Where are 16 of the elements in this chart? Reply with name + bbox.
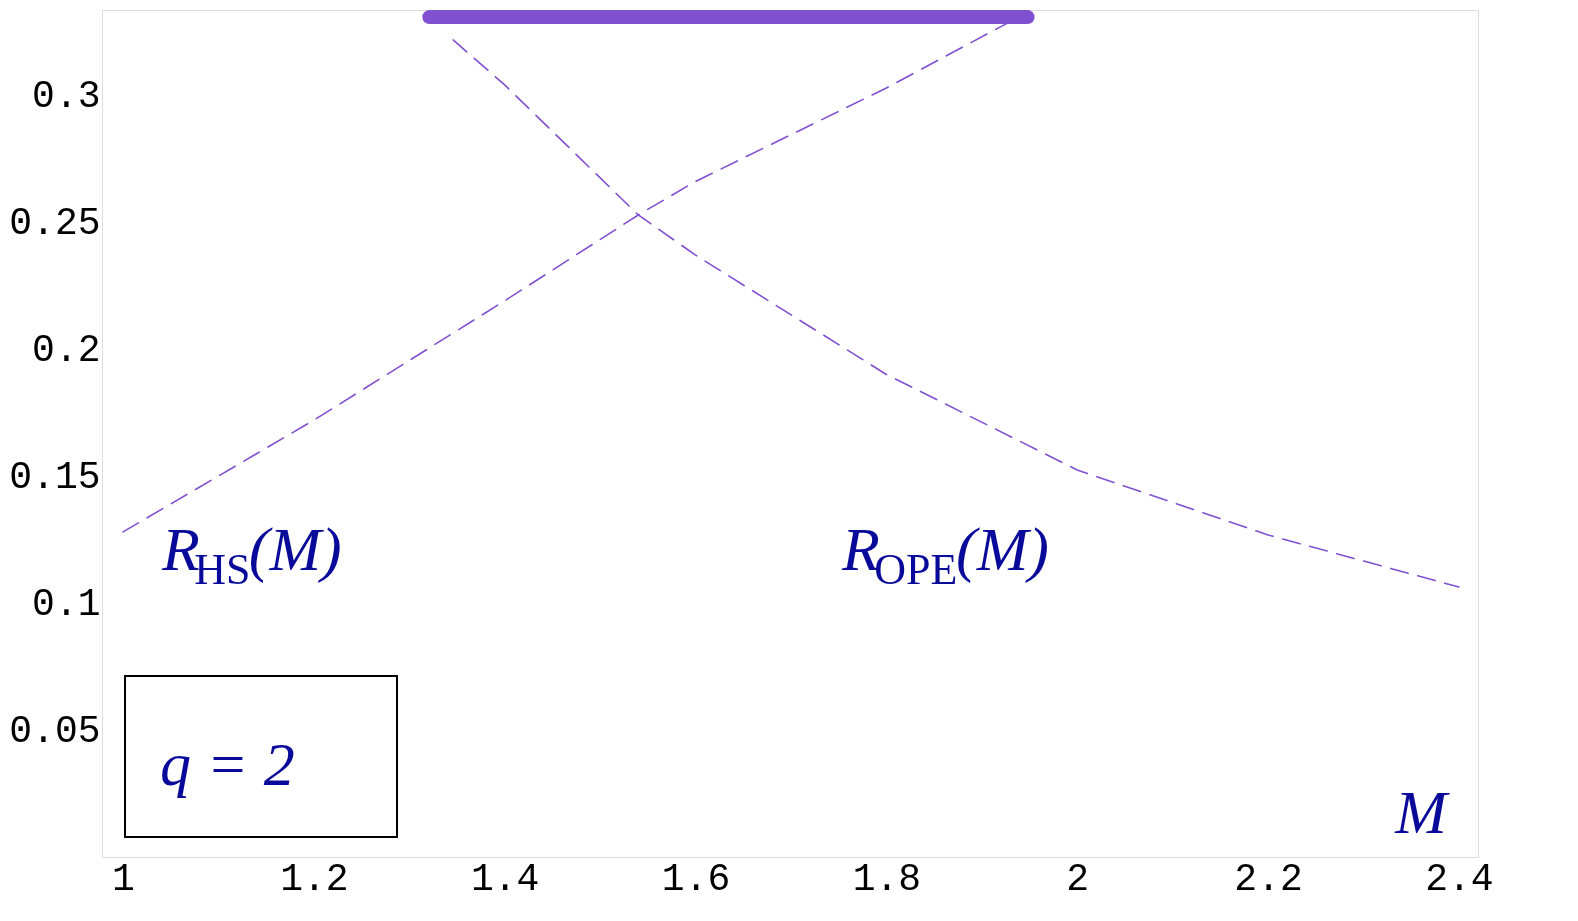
y-tick-label: 0.1 <box>32 582 101 626</box>
y-tick-label: 0.05 <box>9 709 101 753</box>
y-tick-label: 0.2 <box>32 328 101 372</box>
y-tick-label: 0.15 <box>9 455 101 499</box>
x-tick-label: 1.6 <box>661 857 731 901</box>
y-tick-label: 0.3 <box>32 74 101 118</box>
annotation: q = 2 <box>160 730 295 798</box>
x-tick-label: 1.2 <box>280 857 349 901</box>
y-tick-label: 0.25 <box>9 201 101 245</box>
x-tick-label: 2.4 <box>1425 857 1494 901</box>
x-tick-label: 1.8 <box>852 857 922 901</box>
x-axis-title: M <box>1394 778 1451 846</box>
x-tick-label: 2 <box>1066 857 1090 901</box>
x-tick-label: 2.2 <box>1234 857 1303 901</box>
x-tick-label: 1 <box>112 857 135 901</box>
x-tick-label: 1.4 <box>470 857 540 901</box>
